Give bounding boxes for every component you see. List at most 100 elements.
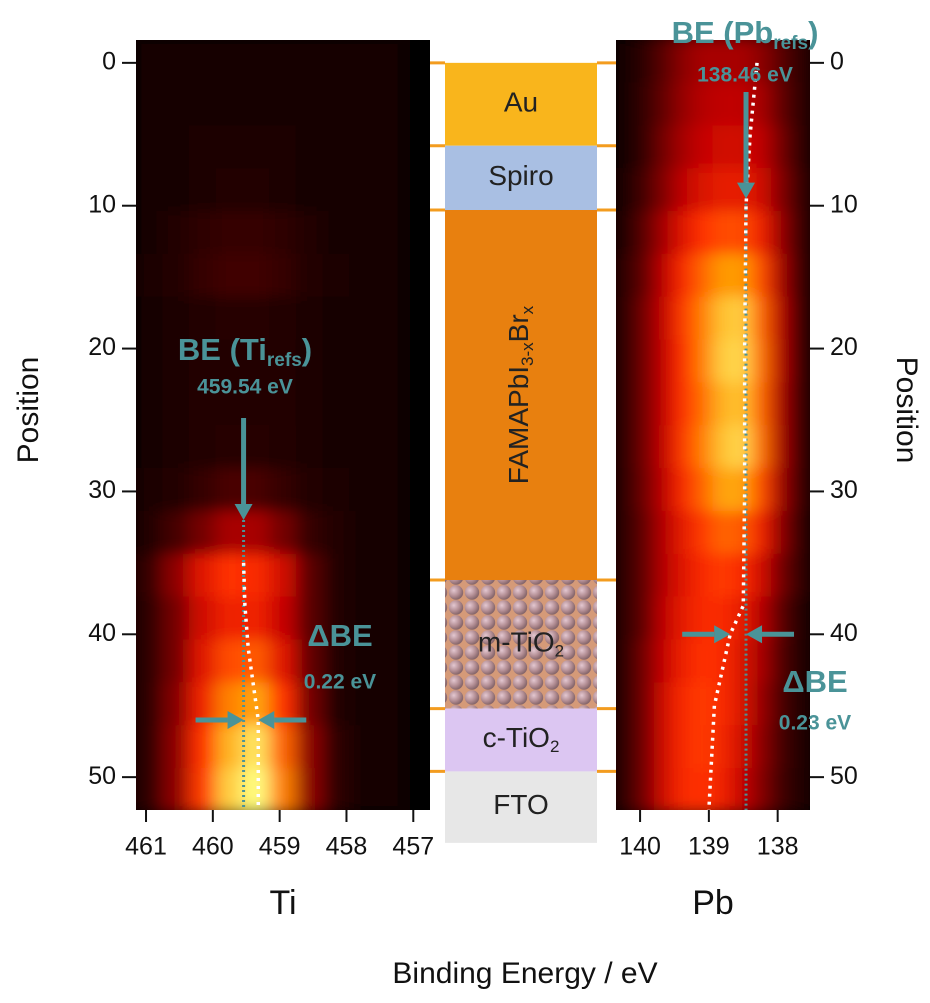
heat-cell: [673, 210, 695, 255]
heat-cell: [376, 82, 404, 127]
heat-cell: [634, 425, 656, 470]
x-tick-label: 139: [688, 833, 730, 861]
heat-cell: [654, 382, 675, 427]
heat-cell: [654, 125, 675, 170]
heat-cell: [136, 639, 164, 684]
heat-cell: [242, 40, 271, 84]
layer: [445, 210, 597, 580]
heatmap-clip: [136, 40, 430, 810]
heat-cell: [634, 768, 656, 810]
heat-cell: [790, 168, 810, 212]
heat-cell: [634, 596, 656, 641]
heat-cell: [673, 253, 695, 298]
text-part: m-TiO: [478, 627, 555, 658]
layer-texture: [445, 580, 597, 709]
heat-cell: [349, 468, 378, 512]
heat-cell: [654, 210, 675, 255]
reference-label: BE (Tirefs): [178, 332, 312, 371]
heat-cell: [136, 339, 164, 384]
heat-cell: [162, 82, 190, 127]
heat-cell: [616, 768, 636, 810]
heat-cell: [731, 768, 753, 810]
x-tick-label: 457: [392, 833, 434, 861]
y-axis-label: Position: [890, 357, 923, 464]
heat-cell: [712, 125, 733, 170]
heat-cell: [616, 210, 636, 255]
heat-cell: [215, 40, 244, 84]
y-tick-label: 40: [830, 619, 858, 647]
heat-cell: [790, 382, 810, 427]
heat-cell: [634, 468, 656, 512]
heat-cell: [136, 382, 164, 427]
heat-cell: [634, 639, 656, 684]
delta-value-label: 0.22 eV: [304, 671, 376, 694]
heat-cell: [349, 339, 378, 384]
heat-cell: [188, 82, 217, 127]
heat-cell: [770, 468, 792, 512]
heat-cell: [616, 253, 636, 298]
heat-cell: [295, 553, 324, 598]
heat-cell: [295, 253, 324, 298]
heat-cell: [731, 682, 753, 727]
heat-cell: [693, 125, 714, 170]
heat-cell: [269, 382, 297, 427]
delta-label: ΔBE: [782, 664, 847, 699]
heat-cell: [770, 40, 792, 84]
reference-label: BE (Pbrefs): [672, 15, 819, 54]
heat-cell: [376, 468, 404, 512]
heat-cell: [654, 468, 675, 512]
subscript: refs: [773, 33, 808, 54]
heat-cell: [162, 682, 190, 727]
heat-cell: [376, 425, 404, 470]
heat-cell: [731, 468, 753, 512]
heat-cell: [188, 596, 217, 641]
heat-cell: [790, 768, 810, 810]
heat-cell: [751, 425, 772, 470]
heat-cell: [712, 253, 733, 298]
heat-cell: [751, 468, 772, 512]
heat-cell: [673, 296, 695, 341]
heat-cell: [295, 82, 324, 127]
heat-cell: [162, 339, 190, 384]
heat-cell: [673, 768, 695, 810]
heat-cell: [673, 339, 695, 384]
heatmap-clip: [616, 40, 810, 810]
heat-cell: [376, 382, 404, 427]
heat-cell: [136, 168, 164, 212]
panel-title: Ti: [269, 884, 296, 922]
layer-label: FAMAPbI3-xBrx: [503, 305, 537, 484]
heat-cell: [693, 210, 714, 255]
heat-cell: [269, 339, 297, 384]
heat-cell: [654, 339, 675, 384]
heat-cell: [634, 725, 656, 770]
heat-cell: [712, 725, 733, 770]
heat-cell: [770, 82, 792, 127]
heat-cell: [269, 210, 297, 255]
heat-cell: [634, 253, 656, 298]
heat-cell: [215, 596, 244, 641]
delta-arrow-head: [227, 711, 244, 729]
heat-cell: [162, 125, 190, 170]
heat-cell: [712, 339, 733, 384]
heat-cell: [349, 553, 378, 598]
heat-cell: [295, 210, 324, 255]
heat-cell: [634, 682, 656, 727]
heat-cell: [295, 468, 324, 512]
heat-cell: [215, 296, 244, 341]
delta-value-label: 0.23 eV: [779, 712, 851, 735]
heat-cell: [295, 725, 324, 770]
heat-cell: [349, 639, 378, 684]
heat-cell: [376, 125, 404, 170]
heat-cell: [731, 725, 753, 770]
heat-cell: [322, 682, 351, 727]
heat-cell: [215, 510, 244, 555]
heat-cell: [751, 682, 772, 727]
x-tick-label: 460: [192, 833, 234, 861]
heat-cell: [376, 40, 404, 84]
heat-cell: [654, 425, 675, 470]
heat-cell: [188, 468, 217, 512]
heat-cell: [349, 168, 378, 212]
heat-cell: [215, 639, 244, 684]
panel-title: Pb: [692, 884, 734, 922]
heat-cell: [188, 725, 217, 770]
